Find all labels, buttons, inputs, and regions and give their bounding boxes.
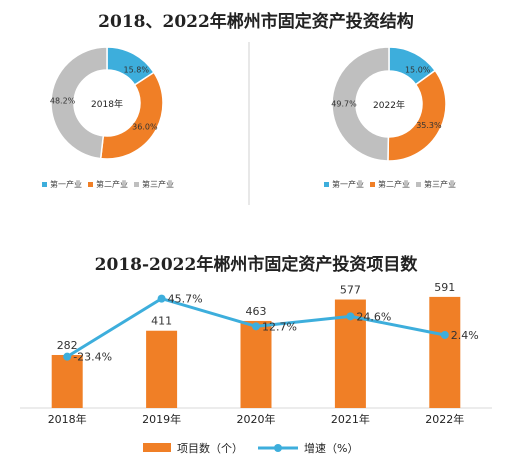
bar-2020年 — [240, 320, 272, 408]
legend-bar-swatch — [143, 443, 171, 452]
legend-swatch — [324, 182, 329, 187]
bar-2019年 — [146, 330, 178, 408]
legend-item: 第一产业 — [332, 179, 364, 189]
pie-section-title: 2018、2022年郴州市固定资产投资结构 — [98, 11, 414, 32]
bar-value-label: 591 — [434, 281, 455, 294]
pie-slice-label: 15.8% — [124, 65, 150, 74]
pie-center-label: 2018年 — [91, 98, 123, 110]
x-tick-label: 2020年 — [237, 412, 276, 426]
pie-slice-2 — [99, 71, 164, 160]
pie-slice-label: 48.2% — [50, 96, 76, 105]
bar-value-label: 577 — [340, 284, 361, 297]
x-tick-label: 2022年 — [425, 412, 464, 426]
x-tick-label: 2019年 — [142, 412, 181, 426]
growth-point — [252, 322, 260, 331]
growth-point — [346, 312, 355, 321]
x-tick-label: 2021年 — [331, 412, 370, 426]
pie-slice-label: 15.0% — [405, 65, 431, 74]
legend-item: 第三产业 — [424, 179, 456, 189]
legend-item: 第二产业 — [378, 179, 410, 189]
pie-slice-label: 36.0% — [132, 122, 158, 131]
bar-value-label: 411 — [151, 315, 172, 328]
legend-swatch — [370, 182, 375, 187]
growth-value-label: 2.4% — [451, 329, 479, 342]
bar-2022年 — [429, 296, 461, 408]
growth-value-label: -23.4% — [73, 351, 112, 364]
legend-item: 增速（%） — [304, 441, 358, 455]
legend-swatch — [42, 182, 47, 187]
pie-slice-label: 35.3% — [416, 121, 442, 130]
growth-value-label: 45.7% — [168, 293, 203, 306]
x-tick-label: 2018年 — [48, 412, 87, 426]
growth-value-label: 12.7% — [262, 320, 297, 333]
legend-swatch — [134, 182, 139, 187]
legend-swatch — [416, 182, 421, 187]
bar-value-label: 282 — [57, 339, 78, 352]
pie-center-label: 2022年 — [373, 99, 405, 111]
pie-slice-3 — [331, 46, 390, 162]
growth-point — [440, 330, 449, 339]
legend-item: 第三产业 — [142, 179, 174, 189]
legend-line-marker — [274, 444, 282, 452]
bar-chart-title: 2018-2022年郴州市固定资产投资项目数 — [95, 254, 419, 275]
bar-2018年 — [51, 354, 83, 408]
growth-value-label: 24.6% — [356, 310, 391, 323]
legend-item: 项目数（个） — [177, 442, 243, 455]
legend-item: 第一产业 — [50, 179, 82, 189]
growth-point — [63, 352, 72, 361]
pie-slice-3 — [50, 46, 108, 160]
legend-swatch — [88, 182, 93, 187]
bar-value-label: 463 — [246, 305, 267, 318]
legend-item: 第二产业 — [96, 179, 128, 189]
pie-slice-2 — [387, 69, 447, 162]
pie-slice-label: 49.7% — [331, 100, 357, 109]
growth-point — [157, 294, 166, 303]
combo-chart: 282 2018年 411 2019年 463 2020年 577 2021年 591 2022年… — [20, 281, 492, 455]
